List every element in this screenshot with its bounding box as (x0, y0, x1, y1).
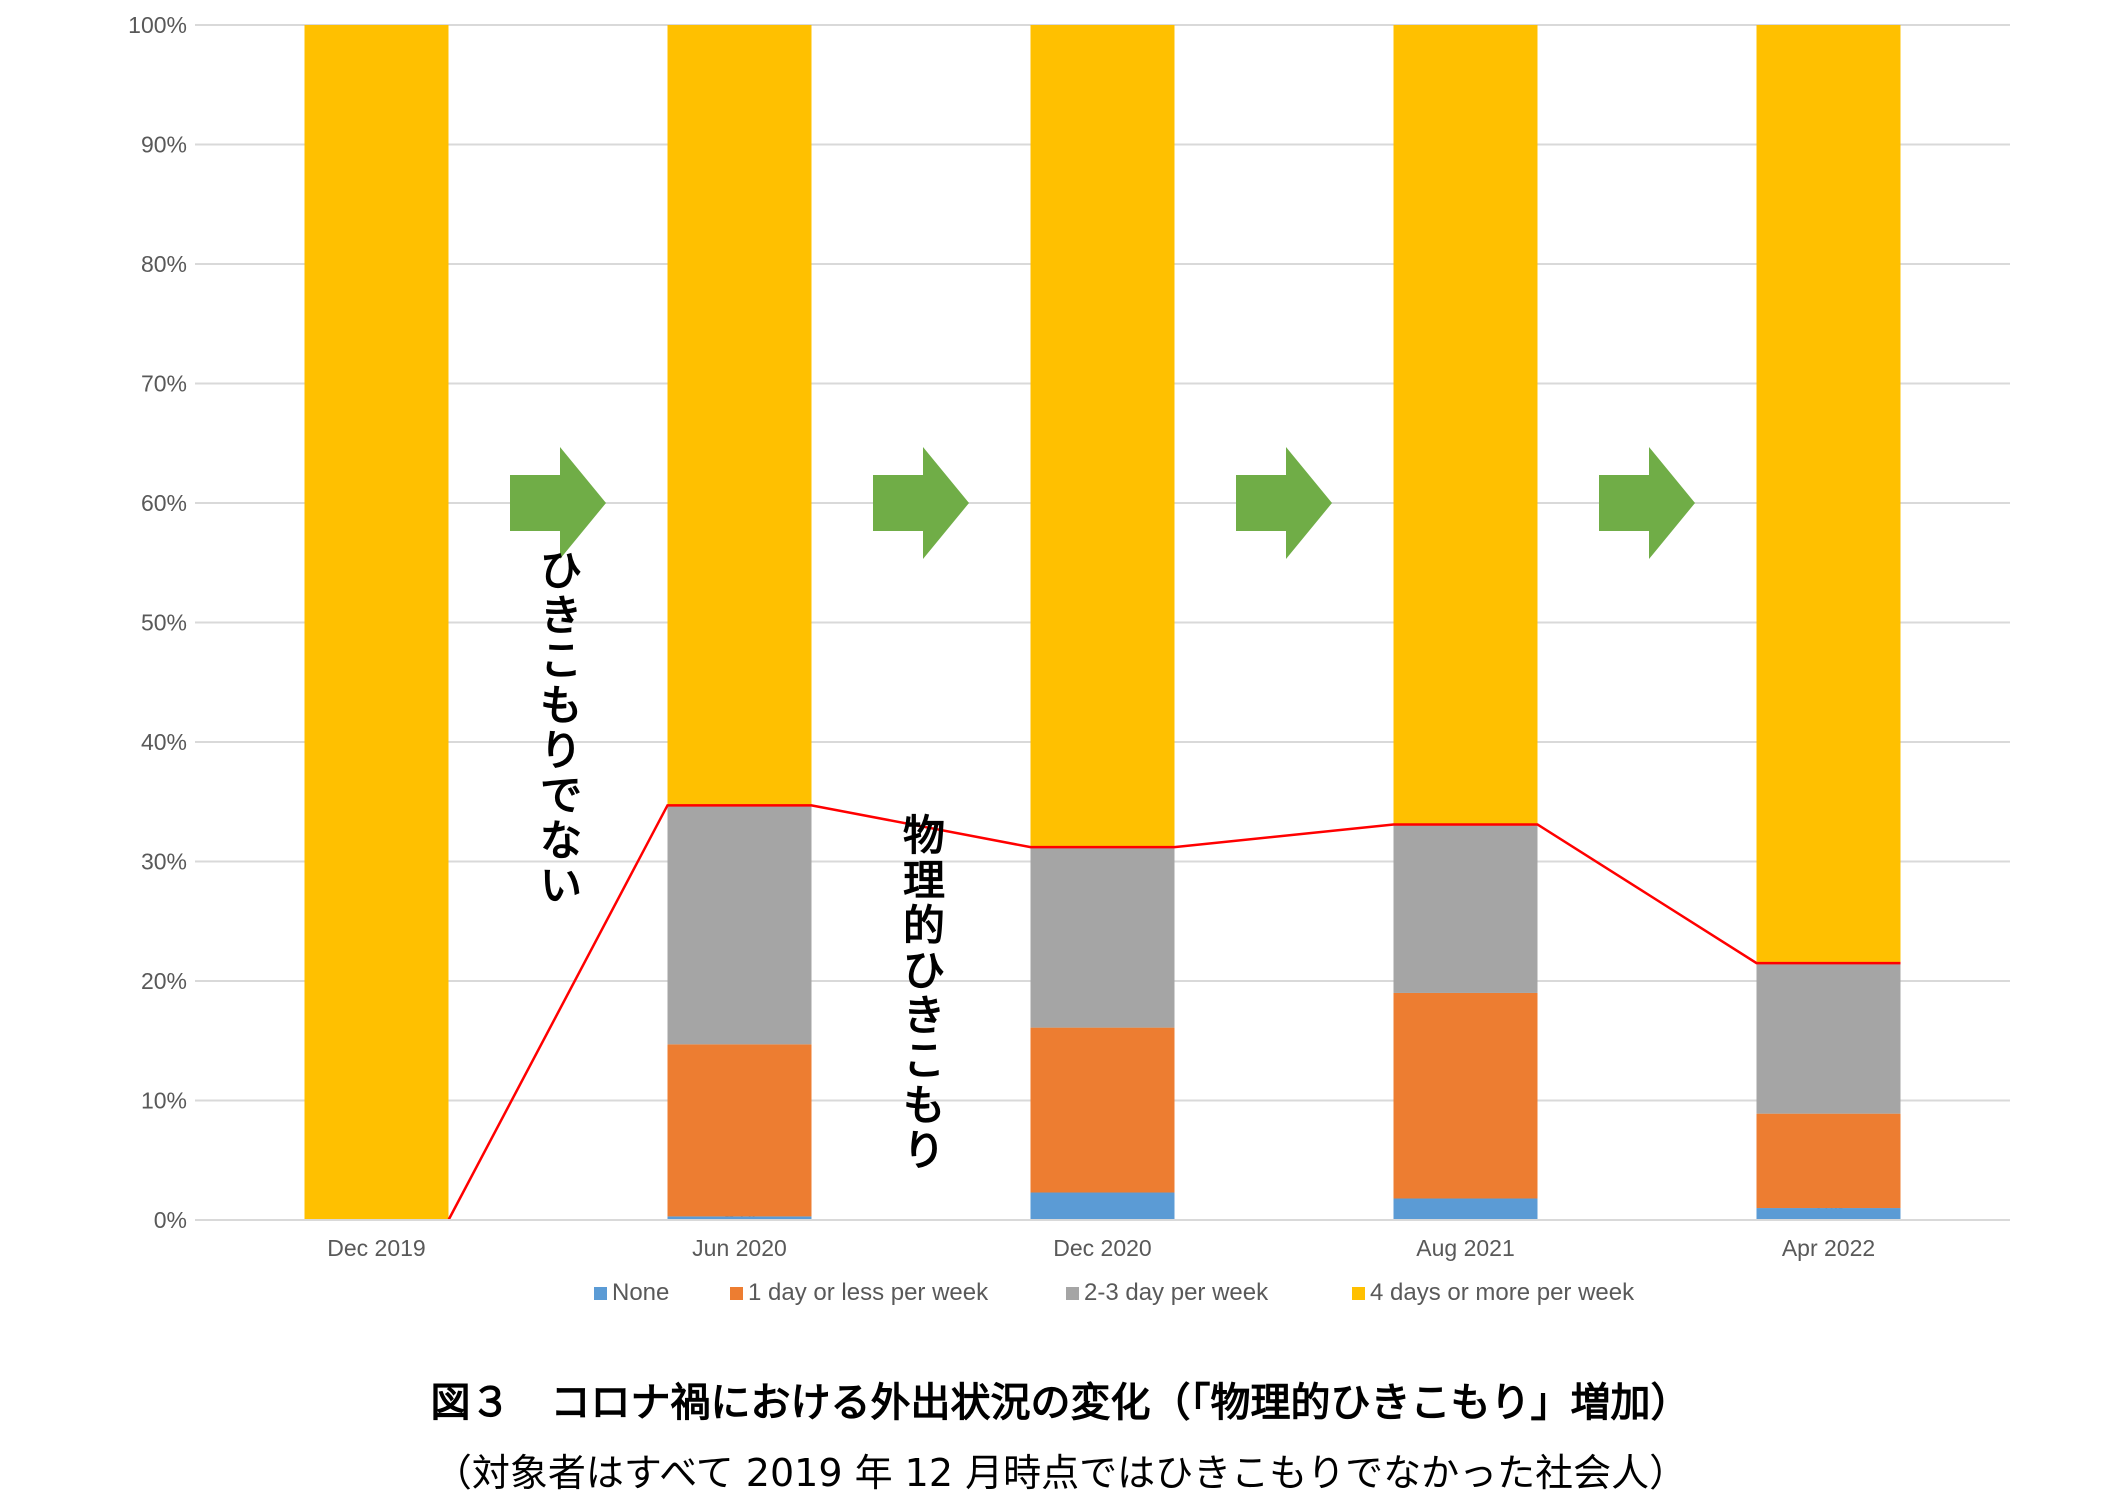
annotation-char: 的 (903, 901, 945, 950)
x-tick-label: Dec 2019 (327, 1235, 425, 1261)
bar-segment (1756, 963, 1901, 1114)
legend-swatch (1066, 1287, 1079, 1300)
y-axis: 0% 10% 20% 30% 40% 50% 60% 70% 80% 90% 100% (128, 12, 187, 1233)
annotation-char: ひ (540, 546, 582, 595)
annotation-char: な (540, 816, 582, 865)
annotation-char: も (540, 681, 582, 730)
annotation-char: で (540, 771, 582, 820)
caption-subtitle: （対象者はすべて 2019 年 12 月時点ではひきこもりでなかった社会人） (433, 1451, 1688, 1495)
bar-segment (667, 1216, 812, 1220)
annotation-char: き (903, 991, 945, 1040)
bar-segment (1393, 1198, 1538, 1220)
trend-line (447, 804, 1901, 1221)
bar-segment (1393, 25, 1538, 825)
y-tick-label: 0% (154, 1207, 187, 1233)
bar-segment (1756, 1113, 1901, 1209)
y-tick-label: 90% (141, 132, 187, 158)
bar-segment (1756, 25, 1901, 964)
x-axis: Dec 2019 Jun 2020 Dec 2020 Aug 2021 Apr 2022 (195, 1219, 2010, 1261)
x-tick-label: Jun 2020 (692, 1235, 787, 1261)
y-tick-label: 80% (141, 251, 187, 277)
right-arrow-icon (510, 447, 606, 559)
x-tick-label: Dec 2020 (1053, 1235, 1151, 1261)
legend: None 1 day or less per week 2-3 day per we… (594, 1279, 1635, 1306)
bar-segment (667, 805, 812, 1045)
annotation-char: り (903, 1126, 945, 1175)
x-tick-label: Aug 2021 (1416, 1235, 1514, 1261)
x-tick-label: Apr 2022 (1782, 1235, 1875, 1261)
y-tick-label: 40% (141, 729, 187, 755)
bar-segment (667, 1044, 812, 1217)
right-arrow-icon (1236, 447, 1332, 559)
bar-segment (1393, 824, 1538, 993)
annotation-char: り (540, 726, 582, 775)
y-tick-label: 70% (141, 371, 187, 397)
right-arrow-icon (873, 447, 969, 559)
legend-label: None (612, 1279, 669, 1306)
stacked-bar-chart: 0% 10% 20% 30% 40% 50% 60% 70% 80% 90% 100% 0%100%… (128, 12, 2010, 1306)
bar-segment (304, 25, 449, 1220)
annotation-char: ひ (903, 946, 945, 995)
bar-segment (1030, 1192, 1175, 1220)
y-tick-label: 10% (141, 1088, 187, 1114)
annotation-char: こ (903, 1036, 945, 1085)
annotation-char: い (540, 861, 582, 910)
y-tick-label: 50% (141, 610, 187, 636)
bar-segment (667, 25, 812, 806)
y-tick-label: 60% (141, 490, 187, 516)
arrows (510, 447, 1695, 559)
caption-title: 図３ コロナ禍における外出状況の変化（「物理的ひきこもり」増加） (430, 1380, 1691, 1426)
annotation-vertical: 物理的ひきこもり (903, 811, 945, 1175)
annotation-char: も (903, 1081, 945, 1130)
legend-label: 2-3 day per week (1084, 1279, 1269, 1306)
bars: 0%100%0%14%20%65%2%14%15%69%2%17%14%67%1… (304, 25, 1901, 1223)
y-tick-label: 20% (141, 968, 187, 994)
right-arrow-icon (1599, 447, 1695, 559)
bar-segment (1030, 25, 1175, 848)
y-tick-label: 30% (141, 849, 187, 875)
y-tick-label: 100% (128, 12, 187, 38)
bar-segment (1030, 1027, 1175, 1193)
trend-line-path (447, 804, 1901, 1221)
legend-label: 1 day or less per week (748, 1279, 989, 1306)
bar-segment (1393, 992, 1538, 1199)
legend-swatch (594, 1287, 607, 1300)
bar-segment (1756, 1208, 1901, 1220)
annotation-char: こ (540, 636, 582, 685)
legend-swatch (1352, 1287, 1365, 1300)
bar-segment (1030, 847, 1175, 1028)
annotation-char: き (540, 591, 582, 640)
legend-swatch (730, 1287, 743, 1300)
annotation-char: 物 (903, 811, 945, 860)
legend-label: 4 days or more per week (1370, 1279, 1635, 1306)
annotation-char: 理 (903, 856, 945, 905)
